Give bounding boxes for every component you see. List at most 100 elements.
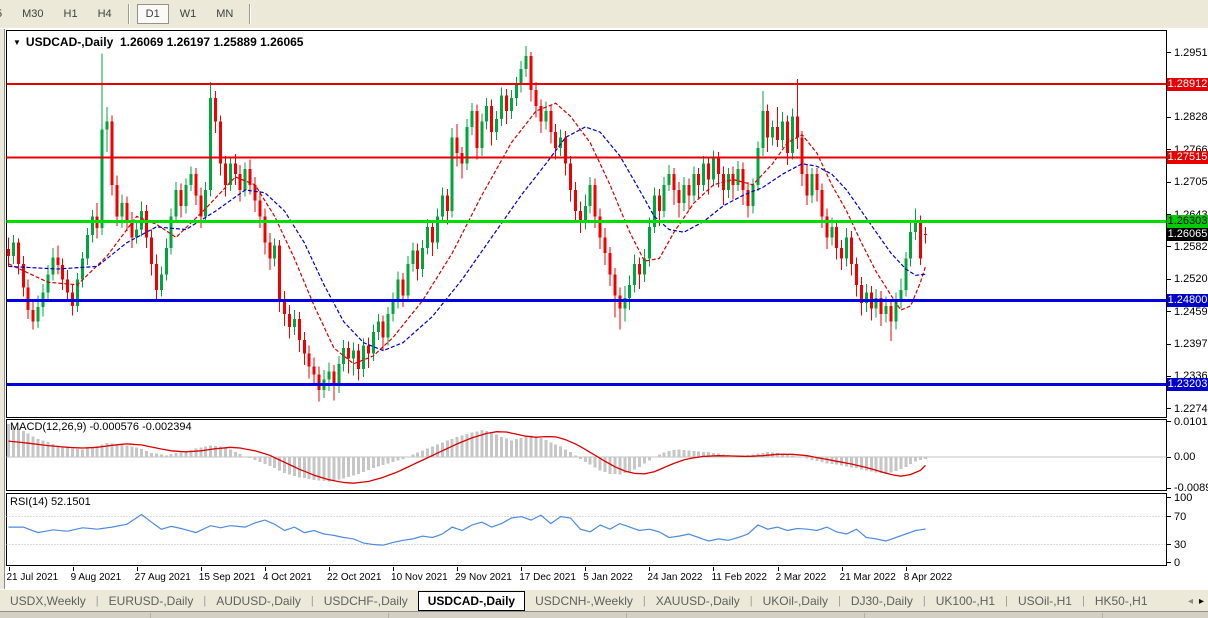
axis-tick [1167, 487, 1171, 489]
date-label: 29 Nov 2021 [455, 572, 512, 583]
date-tick [264, 567, 266, 571]
price-level-badge: 1.23203 [1167, 378, 1208, 392]
price-level-badge: 1.27515 [1167, 151, 1208, 165]
ma-slow-line [8, 126, 926, 352]
date-label: 8 Apr 2022 [903, 572, 953, 583]
window-border-left [0, 29, 5, 589]
price-tick-label: 1.23975 [1174, 338, 1208, 351]
price-tick-label: -0.008937 [1174, 482, 1208, 495]
date-label: 4 Oct 2021 [262, 572, 312, 583]
tab-scroll-left-icon[interactable]: ◂ [1187, 595, 1193, 607]
tab-dj30-daily[interactable]: DJ30-,Daily [850, 594, 913, 608]
date-tick [457, 567, 459, 571]
axis-tick [1167, 343, 1171, 345]
axis-tick [1167, 214, 1171, 216]
tab-usdx-weekly[interactable]: USDX,Weekly [10, 594, 86, 608]
axis-tick [1167, 246, 1171, 248]
price-tick-label: 1.25820 [1174, 240, 1208, 253]
tab-scroll-right-icon[interactable]: ▸ [1198, 595, 1204, 607]
axis-tick [1167, 375, 1171, 377]
date-tick [713, 567, 715, 571]
rsi-indicator-label: RSI(14) 52.1501 [10, 496, 91, 508]
price-level-badge: 1.24800 [1167, 294, 1208, 308]
tab-usdchf-daily[interactable]: USDCHF-,Daily [323, 594, 408, 608]
date-tick [649, 567, 651, 571]
timeframe-button-m30[interactable]: M30 [22, 8, 44, 20]
price-level-badge: 1.26065 [1167, 227, 1208, 241]
date-label: 17 Dec 2021 [519, 572, 576, 583]
date-tick [8, 567, 10, 571]
price-tick-label: 30 [1174, 538, 1187, 551]
chevron-down-icon[interactable]: ▼ [13, 38, 21, 47]
axis-tick [1167, 181, 1171, 183]
price-tick-label: 1.25205 [1174, 273, 1208, 286]
axis-tick [1167, 497, 1171, 498]
date-label: 10 Nov 2021 [391, 572, 448, 583]
tab-uk100-h1[interactable]: UK100-,H1 [935, 594, 996, 608]
price-tick-label: 0 [1174, 556, 1181, 569]
price-level-badge: 1.26303 [1167, 214, 1208, 228]
date-tick [72, 567, 74, 571]
price-tick-label: 1.22745 [1174, 402, 1208, 415]
panel-border [6, 493, 1167, 566]
strip-divider [150, 613, 151, 618]
tab-hk50-h1[interactable]: HK50-,H1 [1094, 594, 1148, 608]
tab-separator: | [203, 595, 207, 607]
tab-usdcad-daily[interactable]: USDCAD-,Daily [417, 591, 526, 611]
date-label: 21 Jul 2021 [6, 572, 59, 583]
date-label: 15 Sep 2021 [198, 572, 256, 583]
axis-tick [1167, 116, 1171, 118]
tab-separator: | [749, 595, 753, 607]
timeframe-button-d1[interactable]: D1 [136, 4, 169, 24]
axis-tick [1167, 421, 1171, 423]
timeframe-button-h1[interactable]: H1 [63, 8, 78, 20]
toolbar-separator [249, 4, 252, 24]
tab-ukoil-daily[interactable]: UKOil-,Daily [762, 594, 828, 608]
timeframe-button-h4[interactable]: H4 [97, 8, 112, 20]
axis-tick [1167, 311, 1171, 313]
ma-fast-line [8, 102, 927, 365]
date-label: 2 Mar 2022 [775, 572, 827, 583]
date-tick [393, 567, 395, 571]
date-tick [200, 567, 202, 571]
chart-symbol-label: USDCAD-,Daily [25, 35, 114, 49]
tab-separator: | [837, 595, 841, 607]
date-label: 24 Jan 2022 [647, 572, 703, 583]
date-label: 9 Aug 2021 [70, 572, 122, 583]
timeframe-button-w1[interactable]: W1 [179, 8, 197, 20]
tab-usoil-h1[interactable]: USOil-,H1 [1017, 594, 1072, 608]
price-tick-label: 1.24590 [1174, 305, 1208, 318]
axis-tick [1167, 408, 1171, 410]
tab-usdcnh-weekly[interactable]: USDCNH-,Weekly [535, 594, 633, 608]
price-level-badge: 1.28912 [1167, 77, 1208, 91]
date-label: 27 Aug 2021 [134, 572, 191, 583]
strip-divider [388, 613, 389, 618]
price-tick-label: 0.010127 [1174, 415, 1208, 428]
axis-tick [1167, 544, 1171, 546]
tab-separator: | [922, 595, 926, 607]
tab-xauusd-daily[interactable]: XAUUSD-,Daily [655, 594, 740, 608]
price-tick-label: 70 [1174, 510, 1187, 523]
date-tick [136, 567, 138, 571]
date-tick [841, 567, 843, 571]
tab-eurusd-daily[interactable]: EURUSD-,Daily [108, 594, 194, 608]
tab-separator: | [95, 595, 99, 607]
strip-divider [1102, 613, 1103, 618]
price-axis[interactable]: 1.295101.282801.276651.270501.264351.258… [1167, 0, 1208, 618]
timeframe-button-mn[interactable]: MN [216, 8, 234, 20]
timeframe-button-5[interactable]: 5 [0, 4, 11, 24]
horizontal-levels [6, 83, 1167, 387]
tab-audusd-daily[interactable]: AUDUSD-,Daily [216, 594, 301, 608]
date-tick [585, 567, 587, 571]
date-label: 21 Mar 2022 [839, 572, 896, 583]
rsi-plot [6, 513, 1167, 546]
price-tick-label: 1.28280 [1174, 111, 1208, 124]
axis-tick [1167, 149, 1171, 151]
macd-plot [6, 424, 1167, 484]
price-tick-label: 0.00 [1174, 451, 1196, 464]
macd-indicator-label: MACD(12,26,9) -0.000576 -0.002394 [10, 421, 192, 433]
axis-tick [1167, 516, 1171, 518]
